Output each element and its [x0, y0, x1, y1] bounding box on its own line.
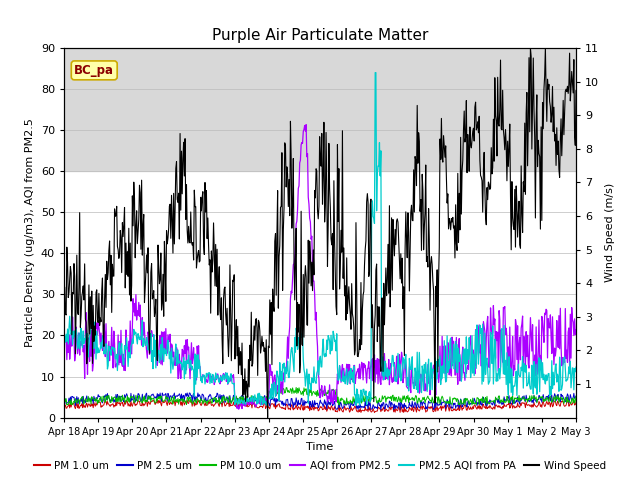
Y-axis label: Wind Speed (m/s): Wind Speed (m/s)	[605, 183, 614, 282]
Legend: PM 1.0 um, PM 2.5 um, PM 10.0 um, AQI from PM2.5, PM2.5 AQI from PA, Wind Speed: PM 1.0 um, PM 2.5 um, PM 10.0 um, AQI fr…	[30, 456, 610, 475]
X-axis label: Time: Time	[307, 442, 333, 452]
Bar	[64, 48, 576, 171]
Title: Purple Air Particulate Matter: Purple Air Particulate Matter	[212, 28, 428, 43]
Text: BC_pa: BC_pa	[74, 64, 114, 77]
Y-axis label: Particle Density (ug/m3), AQI from PM2.5: Particle Density (ug/m3), AQI from PM2.5	[26, 119, 35, 347]
